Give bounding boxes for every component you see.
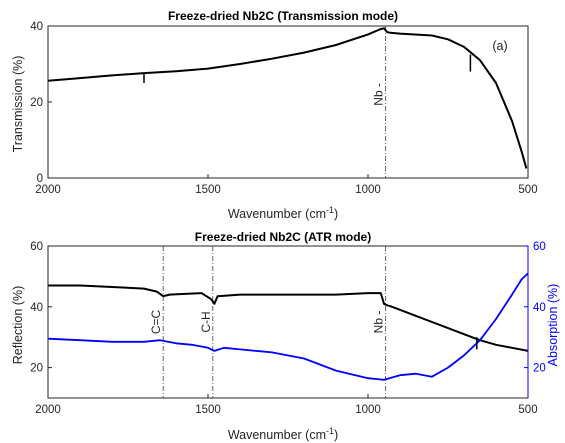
- marker-label-bottom-2: Nb -: [372, 311, 386, 334]
- x-tick-label-top-0: 2000: [35, 184, 61, 196]
- y-tick-label-top-2: 40: [30, 21, 43, 33]
- y2-tick-label-bottom-2: 60: [533, 241, 546, 253]
- x-axis-title-bottom: Wavenumber (cm-1): [228, 426, 338, 442]
- plot-area-top: Nb - 2000 1500 1000 500 0 20 40: [30, 21, 537, 196]
- marker-label-bottom-1: C-H: [199, 311, 213, 332]
- y2-tick-label-bottom-1: 40: [533, 302, 546, 314]
- y2-axis-title-bottom: Absorption (%): [546, 284, 560, 367]
- y-tick-label-top-0: 0: [37, 173, 43, 185]
- series-line-bottom-1: [47, 272, 529, 381]
- x-tick-label-bottom-2: 1000: [355, 404, 381, 416]
- x-tick-label-bottom-1: 1500: [195, 404, 221, 416]
- panel-label: (a): [492, 39, 507, 53]
- plot-area-bottom: C=C C-H Nb - 2000 1500 1000 500 20 40 60 20 40 60: [30, 241, 546, 416]
- series-line-bottom-0: [48, 284, 529, 352]
- y-tick-label-bottom-2: 60: [30, 241, 43, 253]
- y-tick-label-top-1: 20: [30, 97, 43, 109]
- marker-label-bottom-0: C=C: [149, 309, 163, 334]
- x-tick-label-top-3: 500: [518, 184, 537, 196]
- x-tick-label-top-1: 1500: [195, 184, 221, 196]
- marker-label-top-0: Nb -: [372, 83, 386, 106]
- panel-top: Freeze-dried Nb2C (Transmission mode) (a…: [11, 9, 538, 221]
- y-tick-label-bottom-0: 20: [30, 363, 43, 375]
- y-axis-title-bottom: Reflection (%): [11, 286, 25, 365]
- chart-title-bottom: Freeze-dried Nb2C (ATR mode): [195, 230, 371, 244]
- x-axis-title-top: Wavenumber (cm-1): [228, 205, 338, 221]
- panel-bottom: Freeze-dried Nb2C (ATR mode) C=C C-H Nb - 2…: [11, 230, 560, 442]
- chart-title-top: Freeze-dried Nb2C (Transmission mode): [168, 9, 398, 23]
- x-tick-label-top-2: 1000: [355, 184, 381, 196]
- x-tick-label-bottom-3: 500: [518, 404, 537, 416]
- x-tick-label-bottom-0: 2000: [35, 404, 61, 416]
- axes-frame-bottom: [47, 245, 529, 399]
- series-line-top-0: [47, 27, 528, 169]
- axes-frame-top: [47, 25, 529, 179]
- y-tick-label-bottom-1: 40: [30, 302, 43, 314]
- y-axis-title-top: Transmission (%): [11, 56, 25, 153]
- y2-tick-label-bottom-0: 20: [533, 363, 546, 375]
